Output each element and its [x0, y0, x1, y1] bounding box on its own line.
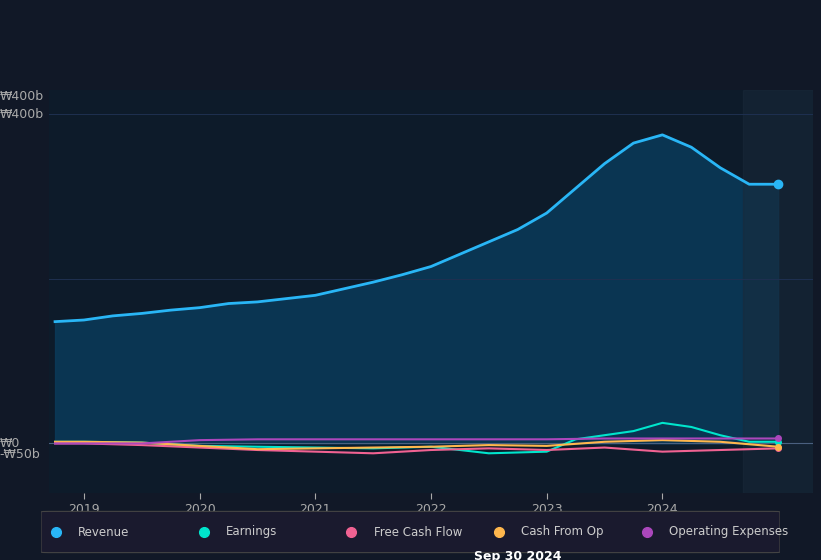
Text: ₩0: ₩0	[0, 437, 20, 450]
Text: ₩400b: ₩400b	[0, 90, 44, 102]
Bar	[743, 90, 813, 493]
Text: Earnings: Earnings	[226, 525, 277, 539]
Text: Cash From Op: Cash From Op	[521, 525, 603, 539]
Text: Free Cash Flow: Free Cash Flow	[374, 525, 462, 539]
Text: Sep 30 2024: Sep 30 2024	[475, 550, 562, 560]
Text: Revenue: Revenue	[78, 525, 130, 539]
FancyBboxPatch shape	[41, 511, 780, 553]
Text: ₩400b: ₩400b	[0, 108, 44, 121]
Text: -₩50b: -₩50b	[0, 447, 40, 460]
Text: Operating Expenses: Operating Expenses	[669, 525, 788, 539]
